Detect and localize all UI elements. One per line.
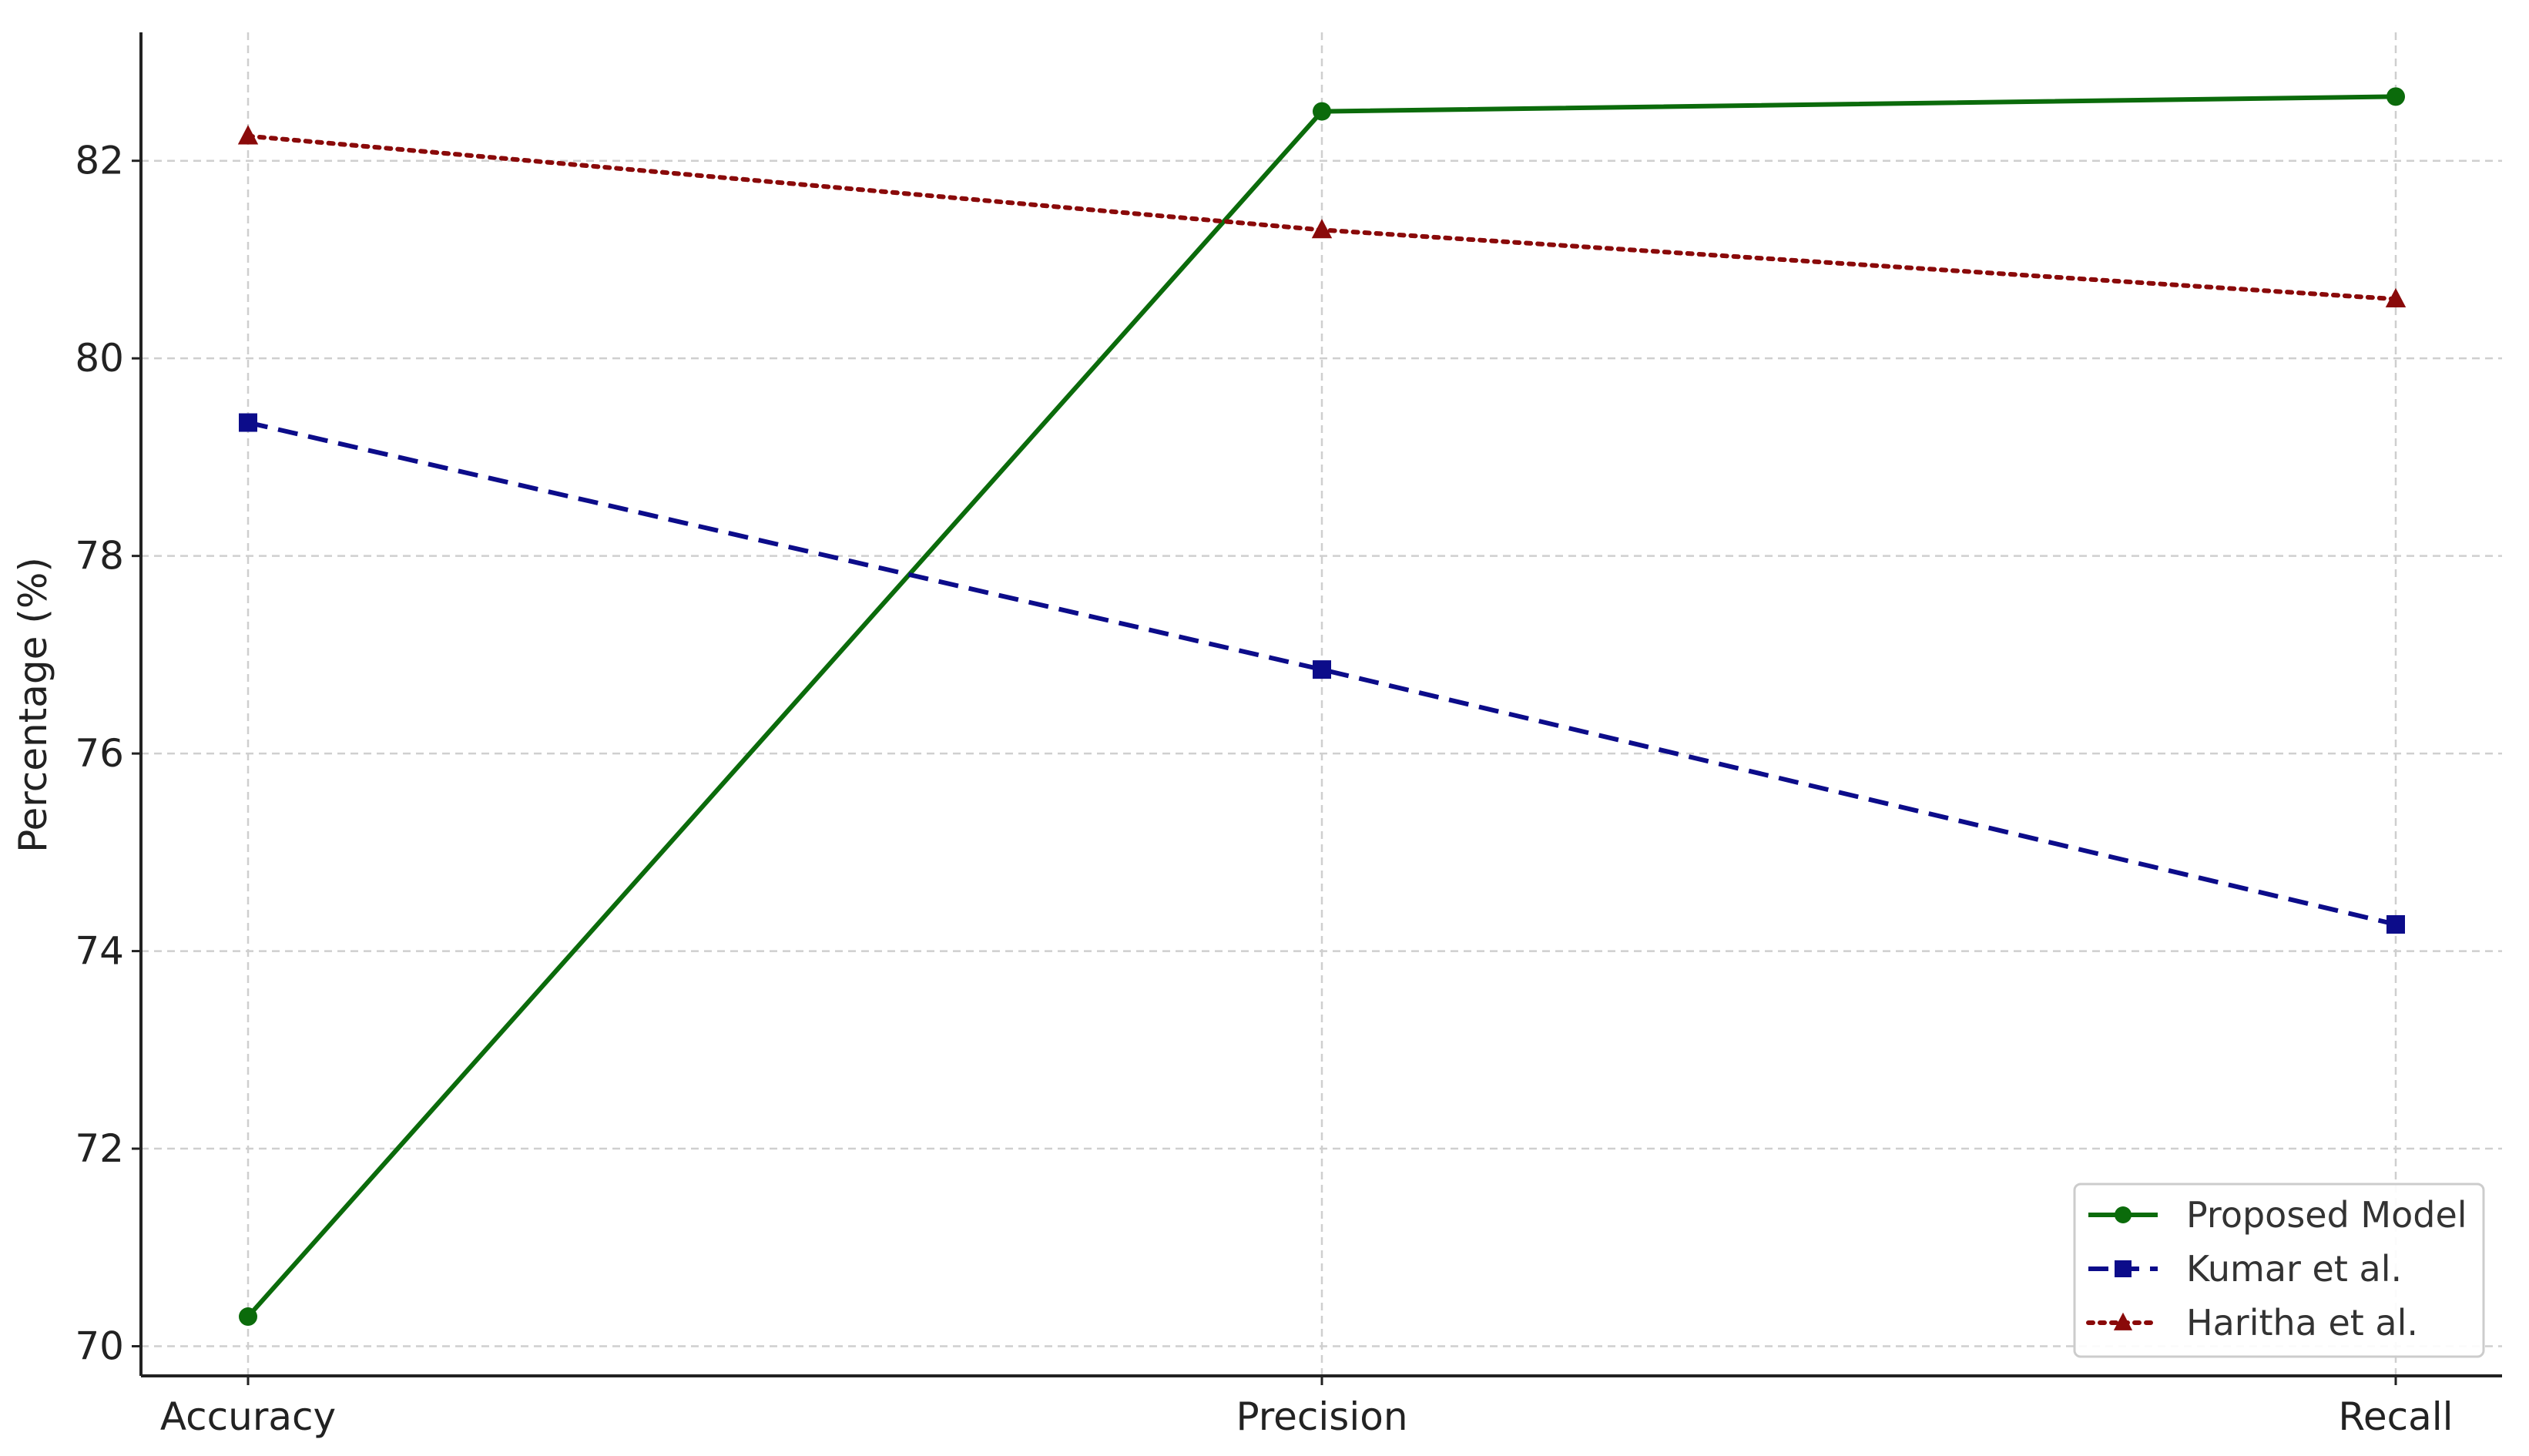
y-tick-label: 82 — [75, 139, 124, 183]
legend-label-haritha-et-al: Haritha et al. — [2186, 1302, 2418, 1344]
x-tick-label-precision: Precision — [1236, 1394, 1407, 1439]
legend-box — [2073, 1183, 2485, 1358]
data-point-proposed-model — [2386, 87, 2405, 106]
y-tick-label: 80 — [75, 336, 124, 381]
x-tick-label-accuracy: Accuracy — [160, 1394, 336, 1439]
series-line-kumar-et-al — [247, 420, 2397, 927]
series-haritha-et-al — [237, 125, 2407, 308]
data-point-kumar-et-al — [1313, 660, 1331, 679]
data-point-haritha-et-al — [1311, 219, 1333, 239]
data-point-proposed-model — [1313, 102, 1331, 121]
legend: Proposed Model Kumar et al. Haritha et al. — [2073, 1183, 2485, 1358]
legend-marker-proposed-model — [2115, 1206, 2132, 1223]
series-lines — [237, 87, 2407, 1327]
y-axis-title: Percentage (%) — [11, 557, 55, 853]
y-tick-label: 74 — [75, 929, 124, 974]
data-point-proposed-model — [239, 1307, 257, 1327]
x-tick-label-recall: Recall — [2338, 1394, 2453, 1439]
data-point-haritha-et-al — [237, 125, 259, 145]
series-proposed-model — [239, 87, 2405, 1327]
data-point-kumar-et-al — [239, 413, 257, 432]
legend-label-proposed-model: Proposed Model — [2186, 1194, 2467, 1236]
series-kumar-et-al — [239, 413, 2405, 934]
y-tick-label: 78 — [75, 534, 124, 579]
data-point-kumar-et-al — [2386, 914, 2405, 934]
y-tick-label: 76 — [75, 731, 124, 776]
y-tick-label: 70 — [75, 1324, 124, 1369]
legend-marker-kumar-et-al — [2115, 1260, 2132, 1277]
legend-marker-haritha-et-al — [2113, 1312, 2133, 1330]
axes: 70 72 74 76 78 80 82 Accuracy Precision Recall — [75, 32, 2502, 1439]
y-tick-label: 72 — [75, 1126, 124, 1171]
data-point-haritha-et-al — [2385, 287, 2407, 308]
legend-label-kumar-et-al: Kumar et al. — [2186, 1248, 2402, 1290]
